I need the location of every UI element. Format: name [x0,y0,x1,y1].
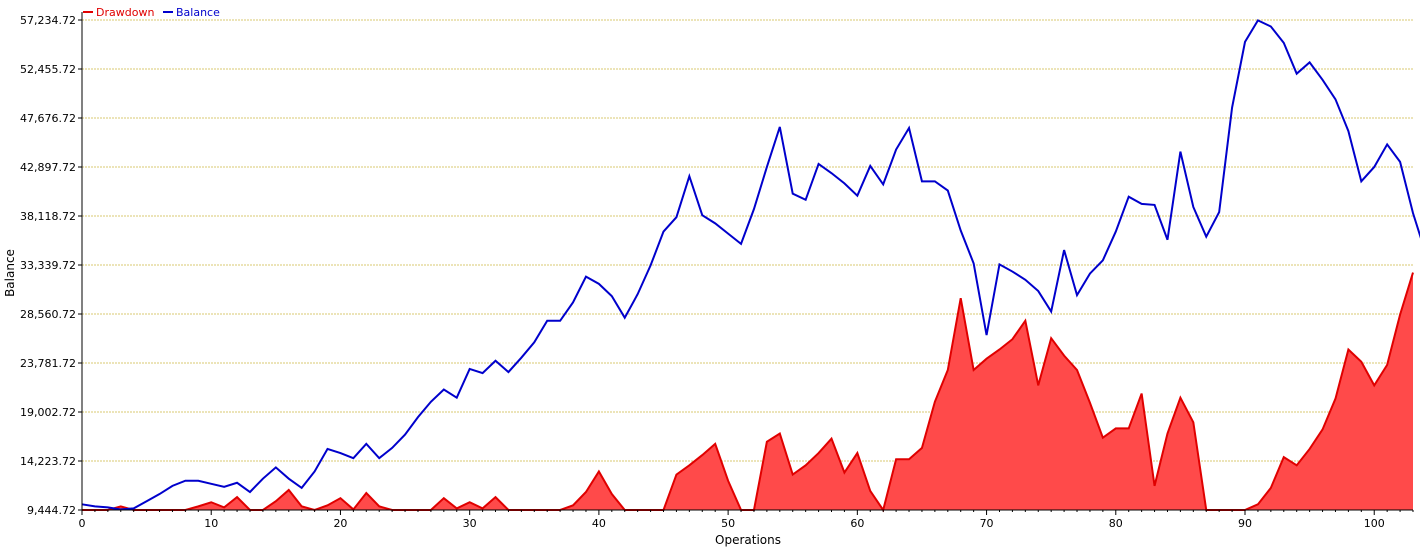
grid-lines [82,19,1413,462]
x-tick-label: 70 [980,517,994,530]
legend-drawdown-label: Drawdown [96,6,154,19]
y-tick-label: 33,339.72 [20,259,76,272]
x-tick-label: 60 [850,517,864,530]
x-tick-label: 50 [721,517,735,530]
legend-balance-label: Balance [176,6,220,19]
x-axis-ticks: 0 10 20 30 40 50 60 70 80 90 100 [79,510,1414,530]
x-tick-label: 20 [333,517,347,530]
axes [81,12,1413,511]
x-tick-label: 90 [1238,517,1252,530]
y-axis-title: Balance [3,249,17,297]
x-axis-title: Operations [715,533,781,547]
x-tick-label: 30 [463,517,477,530]
legend: Drawdown Balance [83,6,220,19]
y-axis-ticks: 9,444.72 14,223.72 19,002.72 23,781.72 28,56… [20,14,82,517]
y-tick-label: 9,444.72 [27,504,76,517]
x-tick-label: 0 [79,517,86,530]
x-tick-label: 100 [1364,517,1385,530]
balance-line [81,19,1420,511]
y-tick-label: 23,781.72 [20,357,76,370]
y-tick-label: 19,002.72 [20,406,76,419]
y-tick-label: 28,560.72 [20,308,76,321]
x-tick-label: 40 [592,517,606,530]
drawdown-area [82,272,1413,510]
balance-line-layer [81,19,1420,511]
y-tick-label: 38,118.72 [20,210,76,223]
y-tick-label: 14,223.72 [20,455,76,468]
drawdown-line [82,272,1414,513]
x-tick-label: 10 [204,517,218,530]
y-tick-label: 47,676.72 [20,112,76,125]
drawdown-area-layer [82,272,1414,513]
y-tick-label: 42,897.72 [20,161,76,174]
y-tick-label: 57,234.72 [20,14,76,27]
y-tick-label: 52,455.72 [20,63,76,76]
x-tick-label: 80 [1109,517,1123,530]
